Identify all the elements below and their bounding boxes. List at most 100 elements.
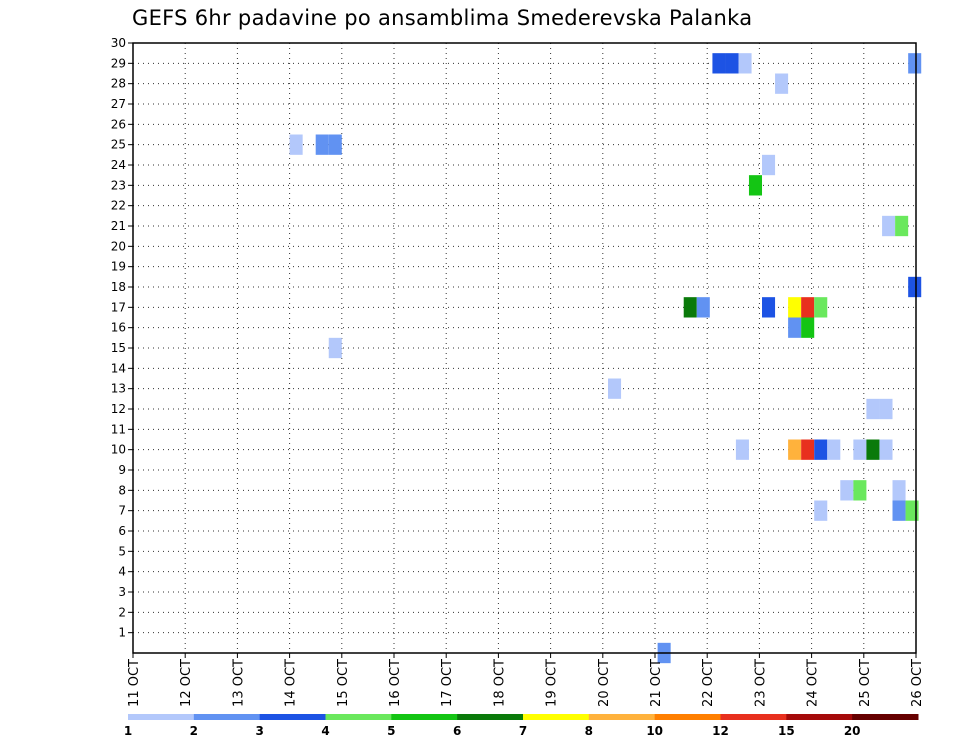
precip-cell bbox=[762, 154, 776, 176]
legend-label: 4 bbox=[321, 724, 329, 738]
y-tick-label: 10 bbox=[111, 443, 126, 457]
precip-cell bbox=[814, 500, 828, 521]
legend-swatch bbox=[523, 714, 590, 720]
color-legend: 1 2 3 4 5 6 7 8 10 12 15 20 bbox=[124, 714, 919, 738]
precip-cell bbox=[788, 297, 802, 318]
y-tick-label: 9 bbox=[118, 463, 126, 477]
precip-cell bbox=[738, 53, 752, 74]
precip-cell bbox=[879, 439, 893, 460]
y-tick-label: 14 bbox=[111, 361, 126, 375]
y-tick-label: 30 bbox=[111, 36, 126, 50]
legend-label: 20 bbox=[844, 724, 861, 738]
legend-label: 8 bbox=[585, 724, 593, 738]
y-tick-label: 5 bbox=[118, 544, 126, 558]
legend-label: 5 bbox=[387, 724, 395, 738]
precip-cell bbox=[328, 337, 342, 359]
precip-cell bbox=[814, 439, 828, 460]
legend-swatch bbox=[259, 714, 326, 720]
precip-cell bbox=[328, 134, 342, 155]
x-tick-label: 11 OCT bbox=[127, 659, 142, 707]
precip-cell bbox=[725, 53, 739, 74]
precip-cell bbox=[866, 398, 880, 420]
x-tick-label: 24 OCT bbox=[806, 659, 821, 707]
x-tick-label: 16 OCT bbox=[388, 659, 403, 707]
y-tick-label: 26 bbox=[111, 117, 126, 131]
precip-cell bbox=[853, 480, 867, 501]
y-tick-label: 17 bbox=[111, 300, 126, 314]
x-tick-label: 14 OCT bbox=[284, 659, 299, 707]
x-tick-label: 18 OCT bbox=[492, 659, 507, 707]
x-tick-label: 20 OCT bbox=[597, 659, 612, 707]
precip-cell bbox=[827, 439, 841, 460]
legend-swatch bbox=[654, 714, 721, 720]
precip-cell bbox=[788, 439, 802, 460]
y-tick-label: 24 bbox=[111, 158, 126, 172]
precip-cell bbox=[882, 215, 896, 237]
y-tick-label: 1 bbox=[118, 626, 126, 640]
y-tick-label: 11 bbox=[111, 422, 126, 436]
legend-label: 12 bbox=[712, 724, 729, 738]
precip-cell bbox=[853, 439, 867, 460]
legend-label: 10 bbox=[646, 724, 663, 738]
x-tick-label: 25 OCT bbox=[858, 659, 873, 707]
precipitation-cells bbox=[289, 53, 922, 664]
precip-cell bbox=[840, 480, 854, 501]
precip-cell bbox=[814, 297, 828, 318]
grid bbox=[132, 42, 917, 653]
precip-cell bbox=[892, 500, 906, 521]
y-tick-label: 23 bbox=[111, 178, 126, 192]
precip-cell bbox=[608, 378, 622, 399]
legend-swatch bbox=[786, 714, 853, 720]
x-tick-label: 19 OCT bbox=[545, 659, 560, 707]
legend-label: 6 bbox=[453, 724, 461, 738]
legend-label: 15 bbox=[778, 724, 795, 738]
precip-cell bbox=[735, 439, 749, 460]
y-tick-label: 18 bbox=[111, 280, 126, 294]
x-tick-label: 21 OCT bbox=[649, 659, 664, 707]
y-tick-label: 3 bbox=[118, 585, 126, 599]
y-tick-label: 27 bbox=[111, 97, 126, 111]
precip-cell bbox=[712, 53, 726, 74]
precip-cell bbox=[696, 297, 710, 318]
legend-swatch bbox=[128, 714, 195, 720]
x-tick-label: 22 OCT bbox=[701, 659, 716, 707]
y-tick-label: 29 bbox=[111, 56, 126, 70]
precip-cell bbox=[683, 297, 697, 318]
axes: 1234567891011121314151617181920212223242… bbox=[111, 36, 925, 707]
precip-cell bbox=[748, 175, 763, 196]
legend-swatch bbox=[457, 714, 524, 720]
precip-cell bbox=[879, 398, 893, 420]
y-tick-label: 8 bbox=[118, 483, 126, 497]
legend-swatch bbox=[193, 714, 261, 720]
y-tick-label: 28 bbox=[111, 77, 126, 91]
y-tick-label: 20 bbox=[111, 239, 126, 253]
precip-cell bbox=[892, 480, 906, 501]
precip-cell bbox=[289, 134, 303, 155]
legend-swatch bbox=[852, 714, 919, 720]
precip-cell bbox=[315, 134, 329, 155]
precip-cell bbox=[788, 317, 802, 338]
precip-cell bbox=[762, 297, 776, 318]
x-tick-label: 15 OCT bbox=[336, 659, 351, 707]
y-tick-label: 25 bbox=[111, 138, 126, 152]
precip-cell bbox=[801, 317, 815, 338]
y-tick-label: 6 bbox=[118, 524, 126, 538]
y-tick-label: 2 bbox=[118, 605, 126, 619]
y-tick-label: 16 bbox=[111, 321, 126, 335]
precip-cell bbox=[908, 53, 922, 74]
legend-swatch bbox=[588, 714, 656, 720]
y-tick-label: 12 bbox=[111, 402, 126, 416]
x-tick-label: 17 OCT bbox=[440, 659, 455, 707]
chart-title: GEFS 6hr padavine po ansamblima Smederev… bbox=[132, 6, 753, 30]
precip-cell bbox=[775, 73, 789, 94]
x-tick-label: 23 OCT bbox=[753, 659, 768, 707]
legend-label: 1 bbox=[124, 724, 132, 738]
y-tick-label: 19 bbox=[111, 260, 126, 274]
y-tick-label: 15 bbox=[111, 341, 126, 355]
x-tick-label: 13 OCT bbox=[231, 659, 246, 707]
legend-swatch bbox=[720, 714, 787, 720]
legend-label: 2 bbox=[190, 724, 198, 738]
precip-cell bbox=[866, 439, 880, 460]
precip-cell bbox=[801, 439, 815, 460]
